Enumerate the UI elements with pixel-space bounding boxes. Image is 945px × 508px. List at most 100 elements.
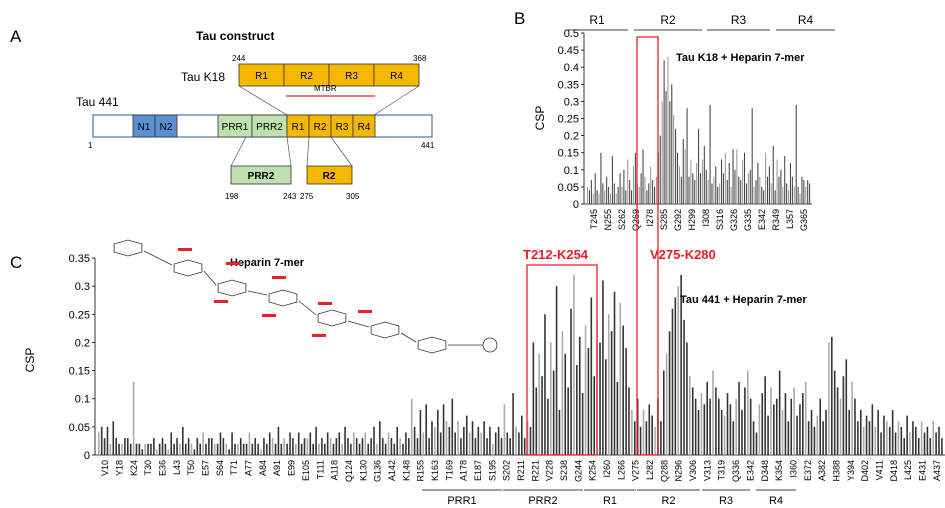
tau441-bar: N1 N2 PRR1 PRR2 R1 R2 R3 R4 (92, 114, 433, 138)
k18-end: 368 (413, 54, 427, 63)
panel-b-x-axis: T245 N255 S262 Q269 I278 S285 G292 H299 I308 S316… (589, 209, 809, 231)
bar (759, 176, 761, 204)
bar (602, 280, 604, 455)
bar (655, 176, 657, 204)
bar (828, 342, 830, 455)
x-tick-label: L43 (172, 460, 182, 475)
bar (738, 176, 740, 204)
bar (497, 426, 500, 455)
bar (765, 152, 767, 204)
bar (723, 415, 726, 455)
bar (602, 183, 604, 204)
bar (202, 432, 204, 455)
bar (379, 421, 381, 455)
bar (669, 101, 671, 204)
bar (793, 387, 795, 455)
bar (106, 426, 109, 455)
bar (705, 169, 707, 204)
panel-a-letter: A (10, 27, 22, 46)
bar (173, 443, 175, 455)
x-tick-label: G136 (373, 460, 383, 482)
heparin-label: Heparin 7-mer (230, 257, 305, 269)
bar (694, 180, 696, 204)
bar (147, 443, 149, 455)
bar (205, 443, 207, 455)
tau441-domain-label: R2 (314, 122, 327, 133)
bar (796, 415, 798, 455)
k18-domain-label: R4 (390, 71, 403, 82)
bar (801, 176, 803, 204)
x-tick-label: Q124 (344, 460, 354, 482)
x-tick-label: A77 (244, 460, 254, 476)
sugar-ring (317, 309, 347, 327)
y-tick-label: 0.25 (69, 309, 90, 321)
y-tick-label: 0.15 (558, 148, 579, 160)
bar (677, 286, 680, 455)
bar (749, 169, 751, 204)
bar (903, 438, 906, 455)
bar (454, 432, 456, 455)
bar (680, 176, 682, 204)
bar (709, 398, 711, 455)
bar (361, 438, 364, 455)
bar (109, 443, 112, 455)
bar (755, 180, 757, 204)
bar (509, 438, 511, 455)
y-tick-label: 0.35 (69, 253, 90, 265)
bar (639, 426, 642, 455)
x-tick-label: N255 (603, 209, 613, 231)
bar (260, 449, 262, 455)
bar (631, 190, 633, 204)
x-tick-label: T71 (229, 460, 239, 476)
bar (668, 331, 671, 455)
bar (604, 190, 606, 204)
bar (688, 176, 690, 204)
bar (757, 162, 759, 204)
bar (732, 421, 735, 455)
r2-end: 305 (346, 192, 360, 201)
sulfate-mark (262, 314, 276, 317)
bar (749, 398, 752, 455)
bar (445, 421, 448, 455)
heparin-structure-image (113, 239, 498, 354)
y-tick-label: 0.3 (564, 96, 579, 108)
bar (894, 432, 897, 455)
bar (674, 297, 677, 455)
x-tick-label: E372 (803, 460, 813, 481)
bar (576, 364, 578, 455)
glycosidic-bond (400, 332, 417, 343)
bar (405, 432, 407, 455)
bar (730, 186, 732, 204)
x-tick-label: S64 (215, 460, 225, 476)
bar (810, 409, 813, 455)
bar (332, 443, 335, 455)
bar (266, 443, 268, 455)
tau441-end: 441 (421, 141, 435, 150)
sulfate-mark (358, 310, 372, 313)
x-tick-label: S285 (659, 209, 669, 230)
bar (489, 426, 491, 455)
bar (115, 438, 117, 455)
bar (431, 421, 433, 455)
r2-zoom-label: R2 (323, 171, 336, 182)
bar (883, 415, 885, 455)
bar (326, 432, 329, 455)
x-tick-label: A382 (817, 460, 827, 481)
bar (124, 438, 126, 455)
bar (766, 176, 769, 204)
bar (521, 415, 523, 455)
bar (593, 376, 596, 455)
glycosidic-bond (247, 290, 268, 296)
repeat-label: R4 (798, 13, 814, 27)
bar (567, 387, 569, 455)
sulfate-mark (312, 334, 326, 337)
region-label: R3 (719, 495, 733, 507)
bar (752, 421, 755, 455)
bar (784, 393, 787, 455)
bar (684, 149, 686, 204)
bar (738, 381, 740, 455)
bar (153, 438, 155, 455)
tau441-domain-box (154, 114, 178, 138)
bar (772, 145, 774, 204)
k18-domain-label: R3 (345, 71, 358, 82)
